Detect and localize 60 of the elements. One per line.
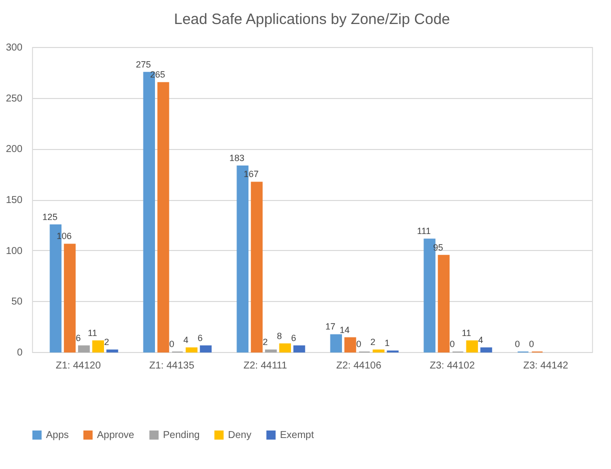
legend-label: Approve <box>97 430 135 442</box>
data-label: 0 <box>529 339 534 349</box>
data-label: 2 <box>262 336 268 347</box>
bar <box>293 345 306 352</box>
bar <box>64 244 76 352</box>
bar <box>344 337 356 352</box>
x-tick-label: Z2: 44106 <box>336 360 382 372</box>
bar <box>466 340 478 352</box>
bar <box>279 343 291 352</box>
data-label: 6 <box>76 332 81 343</box>
y-tick-label: 200 <box>6 144 23 156</box>
legend-label: Apps <box>46 430 69 442</box>
x-tick-label: Z3: 44142 <box>523 360 569 372</box>
data-label: 111 <box>417 226 431 236</box>
data-label: 2 <box>104 336 110 347</box>
legend-label: Exempt <box>280 430 314 442</box>
bar <box>424 238 436 352</box>
bar <box>92 340 104 352</box>
bar <box>186 347 198 352</box>
y-tick-label: 150 <box>6 195 23 206</box>
data-label: 11 <box>462 328 472 338</box>
data-label: 6 <box>198 332 203 343</box>
bar <box>330 334 342 352</box>
data-label: 14 <box>340 324 350 335</box>
data-label: 183 <box>229 152 244 163</box>
x-tick-label: Z2: 44111 <box>243 360 288 372</box>
x-tick-label: Z1: 44135 <box>149 360 195 372</box>
x-tick-label: Z3: 44102 <box>430 360 476 372</box>
data-label: 2 <box>370 336 376 347</box>
data-label: 0 <box>514 339 520 349</box>
data-label: 4 <box>478 334 484 345</box>
y-tick-label: 0 <box>16 348 23 358</box>
data-label: 1 <box>384 338 390 348</box>
data-label: 11 <box>88 328 98 338</box>
data-label: 6 <box>291 332 296 343</box>
legend-label: Deny <box>228 430 252 442</box>
bar <box>106 349 118 352</box>
data-label: 0 <box>169 339 174 349</box>
bar <box>157 82 170 352</box>
data-label: 0 <box>450 339 455 349</box>
y-tick-label: 100 <box>6 246 23 257</box>
data-label: 0 <box>356 339 362 349</box>
bar <box>480 347 492 352</box>
data-label: 275 <box>136 59 151 70</box>
x-tick-label: Z1: 44120 <box>56 360 102 372</box>
bar <box>200 345 212 352</box>
bar <box>250 182 263 352</box>
bar <box>78 345 90 352</box>
bar <box>265 349 277 352</box>
legend-label: Pending <box>163 430 200 442</box>
bar <box>438 254 450 352</box>
bar <box>372 349 384 352</box>
y-tick-label: 50 <box>11 296 23 308</box>
data-label: 4 <box>183 334 188 345</box>
y-tick-label: 300 <box>6 42 23 54</box>
data-label: 17 <box>325 322 336 332</box>
data-label: 125 <box>42 212 58 222</box>
data-label: 8 <box>276 330 282 341</box>
chart-title: Lead Safe Applications by Zone/Zip Code <box>174 11 450 28</box>
y-tick-label: 250 <box>6 93 23 104</box>
